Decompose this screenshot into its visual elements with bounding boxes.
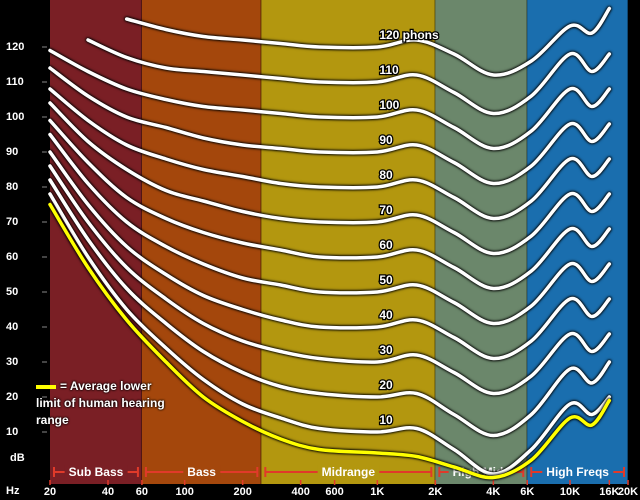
x-axis-strip bbox=[0, 484, 640, 500]
loudness-curve bbox=[48, 164, 612, 396]
x-tick-label: 400 bbox=[291, 486, 309, 498]
y-axis-label: dB bbox=[10, 452, 25, 464]
loudness-curve bbox=[48, 178, 612, 438]
x-axis-label: Hz bbox=[6, 485, 20, 497]
x-tick-label: 2K bbox=[428, 486, 442, 498]
band-label: Bass bbox=[187, 465, 216, 479]
x-tick-label: 20K bbox=[618, 486, 638, 498]
x-tick-label: 60 bbox=[136, 486, 148, 498]
y-tick-label: 100 bbox=[6, 111, 24, 123]
loudness-curve bbox=[124, 6, 612, 77]
loudness-curve bbox=[48, 66, 612, 186]
curve-label: 30 bbox=[379, 343, 393, 357]
curve-label: 120 phons bbox=[379, 28, 439, 42]
curve-label: 80 bbox=[379, 168, 393, 182]
loudness-curve bbox=[48, 48, 612, 151]
band-label: Sub Bass bbox=[69, 465, 124, 479]
legend: = Average lower limit of human hearing r… bbox=[36, 378, 178, 429]
curve-label: 10 bbox=[379, 413, 393, 427]
legend-swatch bbox=[36, 384, 56, 389]
loudness-curve bbox=[48, 118, 612, 291]
threshold-curve bbox=[48, 202, 612, 480]
y-tick-label: 70 bbox=[6, 216, 18, 228]
loudness-curve bbox=[48, 192, 612, 476]
frequency-band bbox=[527, 0, 628, 484]
band-label-bg bbox=[64, 465, 128, 479]
curve-labels: 120 phons 110 100 90 80 70 60 50 40 30 20 10 bbox=[378, 27, 440, 429]
curve-label: 40 bbox=[379, 308, 393, 322]
x-tick-label: 200 bbox=[233, 486, 251, 498]
x-tick-label: 100 bbox=[175, 486, 193, 498]
x-tick-label: 40 bbox=[102, 486, 114, 498]
loudness-curve bbox=[48, 87, 612, 221]
y-tick-label: 20 bbox=[6, 391, 18, 403]
y-tick-label: 60 bbox=[6, 251, 18, 263]
legend-label: = Average lower limit of human hearing r… bbox=[36, 379, 165, 427]
y-tick-label: 90 bbox=[6, 146, 18, 158]
loudness-curve bbox=[86, 38, 612, 116]
loudness-curve bbox=[48, 101, 612, 256]
curve-label: 90 bbox=[379, 133, 393, 147]
x-tick-label: 10K bbox=[560, 486, 580, 498]
curve-label: 100 bbox=[379, 98, 399, 112]
curves bbox=[48, 6, 612, 480]
axes: Hz dB 10 20 30 40 50 60 70 80 90 100 110 120 20 40 60 1… bbox=[6, 41, 638, 498]
y-tick-label: 110 bbox=[6, 76, 24, 88]
band-label-bg bbox=[317, 465, 380, 479]
y-tick-label: 10 bbox=[6, 426, 18, 438]
curve-label: 20 bbox=[379, 378, 393, 392]
loudness-curve bbox=[48, 150, 612, 361]
y-tick-label: 50 bbox=[6, 286, 18, 298]
band-label-bg bbox=[183, 465, 221, 479]
x-tick-label: 4K bbox=[486, 486, 500, 498]
x-tick-label: 16K bbox=[599, 486, 619, 498]
y-tick-label: 80 bbox=[6, 181, 18, 193]
curve-label: 70 bbox=[379, 203, 393, 217]
band-label: Midrange bbox=[322, 465, 376, 479]
y-tick-label: 120 bbox=[6, 41, 24, 53]
x-tick-label: 20 bbox=[44, 486, 56, 498]
x-tick-label: 6K bbox=[520, 486, 534, 498]
curve-label: 110 bbox=[379, 63, 399, 77]
y-tick-label: 30 bbox=[6, 356, 18, 368]
band-label: High Freqs bbox=[546, 465, 609, 479]
y-tick-label: 40 bbox=[6, 321, 18, 333]
x-tick-label: 1K bbox=[370, 486, 384, 498]
curve-label: 60 bbox=[379, 238, 393, 252]
frequency-band bbox=[435, 0, 528, 484]
loudness-curve bbox=[48, 132, 612, 326]
curve-label: 50 bbox=[379, 273, 393, 287]
x-tick-label: 600 bbox=[325, 486, 343, 498]
band-label-bg bbox=[542, 465, 614, 479]
frequency-band bbox=[261, 0, 436, 484]
